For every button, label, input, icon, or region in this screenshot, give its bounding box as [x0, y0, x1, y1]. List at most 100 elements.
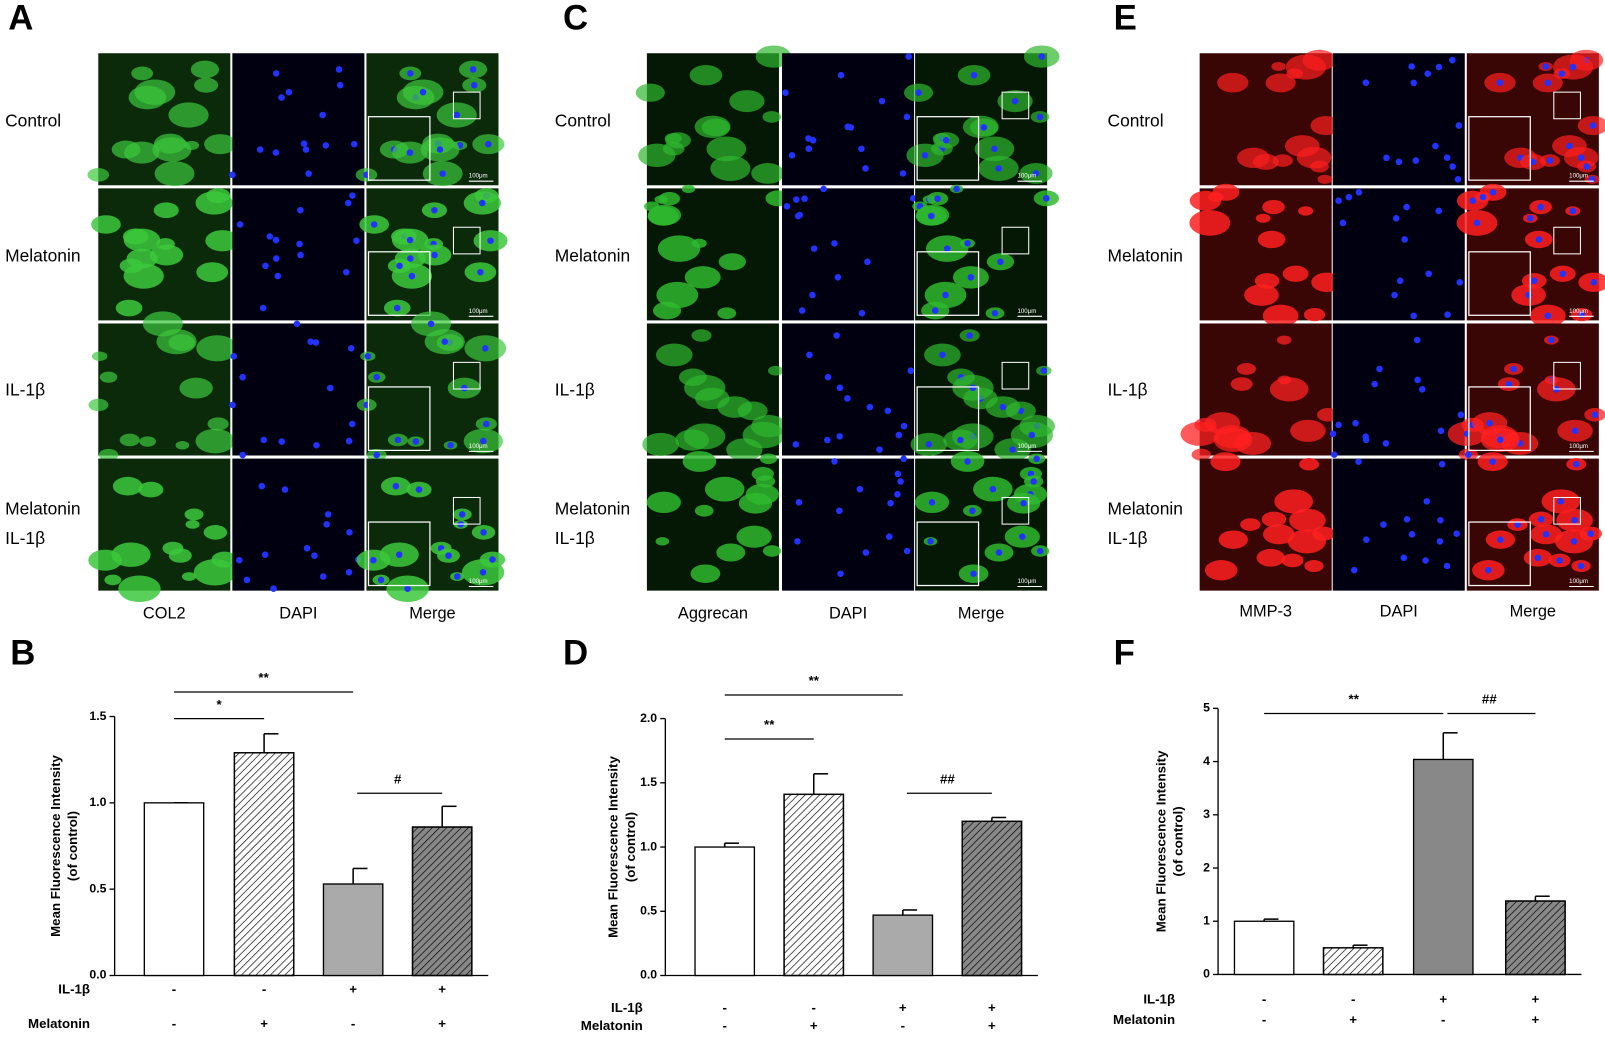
nucleus	[833, 332, 840, 339]
cell	[139, 436, 156, 447]
micrograph	[91, 188, 240, 321]
bar-hatch	[1322, 947, 1384, 976]
panel-letter: C	[563, 0, 588, 38]
nucleus	[1329, 430, 1337, 438]
nucleus	[482, 345, 489, 352]
nucleus	[927, 212, 935, 220]
cell	[1286, 68, 1304, 79]
nucleus	[370, 556, 377, 564]
condition-value: -	[1262, 1012, 1266, 1027]
nucleus	[1408, 63, 1415, 70]
nucleus	[943, 245, 951, 252]
significance-label: **	[258, 670, 269, 685]
micrograph	[88, 311, 238, 462]
condition-name: Melatonin	[1113, 1012, 1175, 1027]
micrograph-bg	[782, 188, 915, 321]
y-tick-label: 0	[1203, 967, 1210, 981]
condition-name: Melatonin	[581, 1018, 643, 1033]
condition-value: -	[722, 1018, 726, 1033]
inset-source	[452, 496, 481, 525]
nucleus	[1362, 436, 1370, 444]
nucleus	[1559, 270, 1567, 278]
cell	[111, 542, 151, 567]
cell	[738, 492, 773, 514]
panel-letter: F	[1114, 633, 1135, 672]
row-label: IL-1β	[5, 528, 45, 548]
inset	[367, 251, 431, 316]
nucleus	[931, 307, 939, 314]
condition-value: +	[1349, 1012, 1357, 1027]
nucleus	[1556, 557, 1563, 564]
nucleus	[1424, 70, 1432, 77]
nucleus	[884, 407, 892, 415]
nucleus	[942, 137, 950, 144]
micrograph	[1180, 323, 1339, 461]
nucleus	[485, 140, 492, 148]
scale-bar-label: 100μm	[1017, 578, 1036, 585]
nucleus	[1591, 411, 1599, 419]
nucleus	[1043, 195, 1050, 202]
nucleus	[1403, 203, 1410, 211]
micrograph	[1199, 452, 1335, 591]
cell	[718, 253, 746, 271]
nucleus	[1590, 279, 1598, 286]
nucleus	[311, 552, 318, 559]
micrograph: 100μm	[359, 188, 508, 321]
nucleus	[858, 145, 865, 153]
nucleus	[1435, 207, 1442, 215]
nucleus	[407, 255, 414, 262]
y-tick-label: 2	[1203, 860, 1210, 874]
panel-letter: B	[10, 633, 35, 672]
condition-value: -	[172, 981, 176, 996]
nucleus	[236, 221, 244, 228]
nucleus	[834, 274, 842, 281]
nucleus	[274, 272, 282, 280]
nucleus	[1437, 516, 1444, 524]
nucleus	[396, 262, 403, 270]
nucleus	[392, 482, 400, 490]
nucleus	[1330, 451, 1338, 458]
nucleus	[270, 585, 277, 592]
cell	[1271, 61, 1286, 71]
cell	[184, 508, 204, 521]
inset-source	[452, 91, 481, 120]
nucleus	[899, 170, 907, 177]
cell	[87, 168, 110, 182]
nucleus	[1438, 460, 1446, 468]
condition-value: -	[351, 1016, 355, 1031]
nucleus	[964, 240, 971, 247]
nucleus	[353, 237, 360, 245]
nucleus	[1449, 56, 1456, 64]
nucleus	[427, 320, 435, 328]
nucleus	[991, 145, 998, 153]
scale-bar-label: 100μm	[1017, 308, 1036, 315]
micrograph-bg	[782, 458, 915, 591]
nucleus	[1400, 554, 1408, 562]
cell	[1310, 160, 1329, 173]
inset	[367, 521, 431, 587]
row-label: IL-1β	[555, 528, 595, 548]
nucleus	[1040, 367, 1048, 374]
nucleus	[980, 124, 988, 131]
cell	[142, 311, 183, 337]
nucleus	[925, 441, 933, 448]
nucleus	[1036, 547, 1044, 555]
micrograph	[88, 458, 238, 602]
micrograph	[1332, 458, 1465, 591]
cell	[179, 377, 213, 399]
nucleus	[964, 458, 971, 465]
micrograph: 100μm	[1447, 323, 1605, 461]
nucleus	[999, 403, 1007, 411]
nucleus	[1355, 189, 1363, 196]
nucleus	[900, 455, 907, 463]
nucleus	[905, 53, 912, 60]
nucleus	[262, 262, 269, 270]
nucleus	[1363, 536, 1370, 543]
cell	[168, 102, 209, 128]
cell	[1317, 174, 1333, 184]
nucleus	[1570, 538, 1578, 545]
nucleus	[239, 373, 246, 381]
cell	[1262, 199, 1285, 215]
nucleus	[479, 199, 486, 207]
nucleus	[1391, 291, 1398, 299]
